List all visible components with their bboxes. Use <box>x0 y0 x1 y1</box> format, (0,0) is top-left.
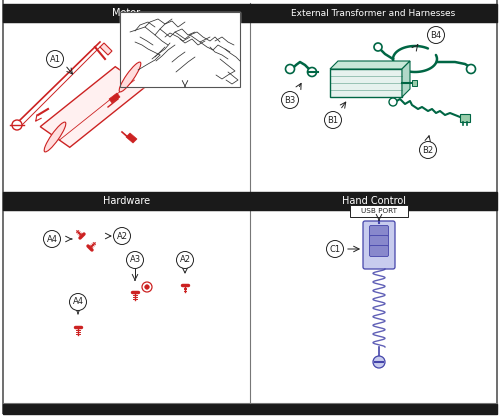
Text: C1: C1 <box>330 244 340 254</box>
Circle shape <box>70 294 86 311</box>
Circle shape <box>326 241 344 258</box>
Text: B2: B2 <box>422 146 434 155</box>
Text: A1: A1 <box>50 55 60 63</box>
Circle shape <box>176 251 194 269</box>
Circle shape <box>374 43 382 51</box>
FancyBboxPatch shape <box>370 236 388 246</box>
Circle shape <box>389 98 397 106</box>
Ellipse shape <box>44 122 66 152</box>
Ellipse shape <box>119 62 141 92</box>
Circle shape <box>324 111 342 128</box>
Text: A2: A2 <box>116 231 128 241</box>
Bar <box>3 192 250 210</box>
Text: A2: A2 <box>180 256 190 264</box>
Text: Hand Control: Hand Control <box>342 196 406 206</box>
Circle shape <box>428 27 444 43</box>
Bar <box>3 4 250 22</box>
Circle shape <box>308 68 316 76</box>
Text: External Transformer and Harnesses: External Transformer and Harnesses <box>292 8 456 18</box>
Circle shape <box>282 91 298 108</box>
Circle shape <box>44 231 60 248</box>
Bar <box>120 12 240 87</box>
Circle shape <box>142 282 152 292</box>
FancyBboxPatch shape <box>350 205 408 217</box>
Polygon shape <box>100 43 112 55</box>
Polygon shape <box>126 133 137 143</box>
Polygon shape <box>330 61 410 69</box>
Bar <box>120 12 240 87</box>
Circle shape <box>126 251 144 269</box>
Circle shape <box>373 356 385 368</box>
Bar <box>250 192 497 210</box>
FancyBboxPatch shape <box>370 246 388 256</box>
Circle shape <box>466 65 475 73</box>
Text: A3: A3 <box>130 256 140 264</box>
FancyBboxPatch shape <box>370 226 388 236</box>
FancyBboxPatch shape <box>363 221 395 269</box>
Bar <box>3 404 497 414</box>
Bar <box>330 69 402 97</box>
Text: B4: B4 <box>430 30 442 40</box>
Polygon shape <box>109 93 120 103</box>
Text: A4: A4 <box>46 234 58 244</box>
Polygon shape <box>460 114 470 122</box>
Circle shape <box>114 228 130 244</box>
Polygon shape <box>402 61 410 97</box>
Text: A4: A4 <box>72 297 84 306</box>
Bar <box>250 4 497 22</box>
Circle shape <box>420 141 436 158</box>
Circle shape <box>286 65 294 73</box>
Polygon shape <box>40 67 144 147</box>
Text: Hardware: Hardware <box>103 196 150 206</box>
Circle shape <box>46 50 64 68</box>
Text: B3: B3 <box>284 95 296 105</box>
Circle shape <box>145 285 149 289</box>
Text: B1: B1 <box>328 116 338 125</box>
Circle shape <box>12 120 22 130</box>
Text: USB PORT: USB PORT <box>361 208 397 214</box>
Bar <box>412 80 417 86</box>
Text: Motor: Motor <box>112 8 140 18</box>
